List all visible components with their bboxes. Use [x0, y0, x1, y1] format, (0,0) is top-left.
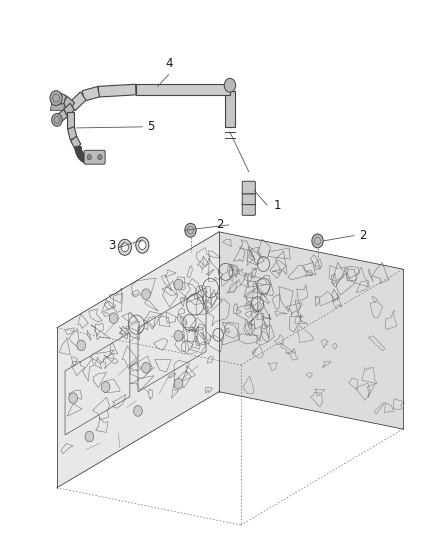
Polygon shape [85, 156, 87, 163]
Circle shape [101, 382, 110, 392]
Polygon shape [71, 136, 81, 149]
Polygon shape [83, 155, 86, 163]
Polygon shape [67, 112, 74, 128]
Polygon shape [75, 147, 81, 148]
Polygon shape [79, 153, 84, 159]
Circle shape [142, 362, 151, 373]
Circle shape [174, 330, 183, 341]
Polygon shape [78, 152, 83, 158]
Circle shape [98, 155, 102, 160]
Circle shape [87, 155, 92, 160]
Polygon shape [67, 127, 77, 140]
Polygon shape [64, 103, 74, 116]
Text: 2: 2 [359, 229, 367, 242]
Polygon shape [87, 156, 88, 164]
Circle shape [118, 239, 131, 255]
Circle shape [174, 378, 183, 389]
Polygon shape [81, 155, 85, 161]
FancyBboxPatch shape [84, 150, 105, 164]
Polygon shape [88, 156, 89, 164]
Polygon shape [57, 93, 66, 104]
FancyBboxPatch shape [242, 181, 255, 194]
Polygon shape [85, 156, 88, 164]
Polygon shape [81, 154, 85, 161]
Polygon shape [75, 149, 81, 152]
Circle shape [142, 289, 151, 300]
FancyBboxPatch shape [242, 192, 255, 205]
Polygon shape [75, 147, 81, 149]
Polygon shape [63, 96, 74, 110]
Text: 2: 2 [216, 219, 223, 231]
Polygon shape [77, 152, 83, 157]
Polygon shape [99, 84, 136, 97]
Circle shape [69, 393, 78, 403]
Circle shape [139, 241, 146, 249]
Polygon shape [82, 86, 99, 101]
Circle shape [50, 91, 62, 106]
Text: 3: 3 [108, 239, 115, 252]
Polygon shape [76, 150, 82, 154]
Circle shape [77, 340, 86, 351]
FancyBboxPatch shape [242, 203, 255, 215]
Circle shape [136, 237, 149, 253]
Circle shape [110, 313, 118, 324]
Circle shape [312, 234, 323, 248]
Circle shape [121, 243, 128, 252]
Polygon shape [80, 154, 84, 160]
Circle shape [224, 78, 236, 92]
Polygon shape [50, 104, 65, 110]
Polygon shape [225, 91, 235, 127]
Text: 4: 4 [165, 58, 173, 70]
Polygon shape [70, 92, 86, 111]
Circle shape [52, 114, 62, 126]
Circle shape [134, 406, 142, 416]
Polygon shape [77, 151, 82, 156]
Circle shape [174, 279, 183, 290]
Polygon shape [57, 232, 403, 365]
Polygon shape [57, 232, 219, 488]
Circle shape [85, 431, 94, 442]
Polygon shape [75, 148, 81, 151]
Text: 5: 5 [147, 120, 154, 133]
Polygon shape [57, 109, 67, 122]
Text: 1: 1 [274, 199, 281, 212]
Polygon shape [136, 84, 230, 95]
Polygon shape [219, 232, 403, 429]
Polygon shape [76, 150, 82, 155]
Polygon shape [82, 155, 86, 162]
Circle shape [185, 223, 196, 237]
